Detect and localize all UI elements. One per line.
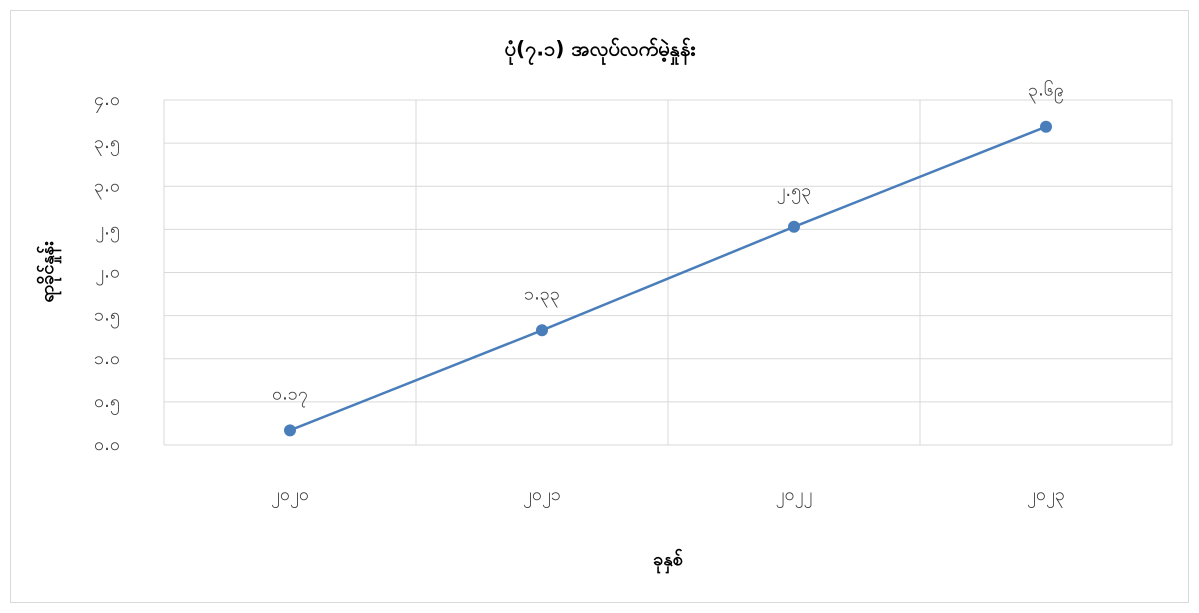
x-tick-label: ၂၀၂၀ <box>271 484 309 508</box>
y-tick-label: ၁.၀ <box>94 348 120 369</box>
y-axis-label: ရာခိုင်နှုန်း <box>36 241 62 302</box>
y-tick-label: ၃.၀ <box>94 175 120 199</box>
y-tick-label: ၁.၅ <box>94 305 120 329</box>
y-tick-label: ၂.၀ <box>95 262 120 286</box>
x-tick-label: ၂၀၂၁ <box>523 484 561 508</box>
data-point <box>1040 120 1052 133</box>
x-tick-label: ၂၀၂၂ <box>776 484 813 508</box>
data-label: ၁.၃၃ <box>524 283 560 307</box>
data-label: ၃.၆၉ <box>1028 80 1064 104</box>
data-label: ၂.၅၃ <box>777 180 812 204</box>
x-axis-label: ခုနှစ် <box>653 548 683 574</box>
data-point <box>536 324 548 337</box>
data-point <box>788 220 800 233</box>
data-label: ၀.၁၇ <box>272 383 308 407</box>
x-tick-label: ၂၀၂၃ <box>1027 484 1065 508</box>
y-tick-label: ၀.၅ <box>94 391 120 415</box>
data-point <box>284 424 296 437</box>
data-line <box>289 125 1047 432</box>
y-tick-label: ၄.၀ <box>94 89 120 113</box>
y-tick-label: ၀.၀ <box>94 434 120 455</box>
y-tick-label: ၂.၅ <box>95 218 120 242</box>
y-tick-label: ၃.၅ <box>94 132 120 156</box>
